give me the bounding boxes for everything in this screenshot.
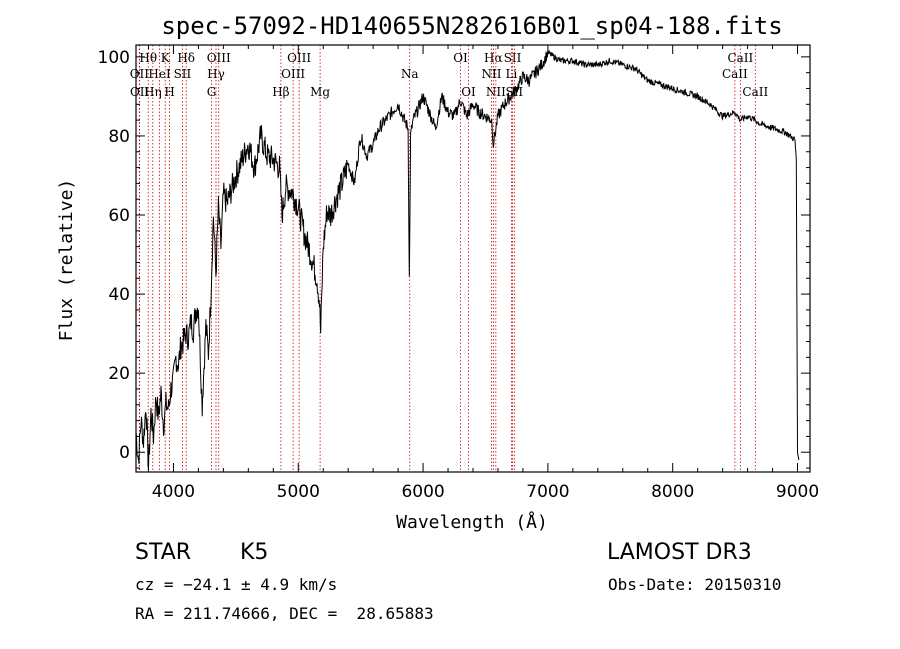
line-marker-label: CaII: [742, 85, 768, 99]
line-marker-label: NII: [486, 85, 506, 99]
observation-date: Obs-Date: 20150310: [608, 575, 782, 594]
line-marker-label: G: [207, 85, 217, 99]
x-tick-label: 9000: [776, 482, 819, 502]
y-tick-label: 20: [108, 364, 130, 384]
line-marker-label: OII: [130, 85, 150, 99]
spectrum-series: [135, 49, 800, 470]
plot-frame: [135, 44, 811, 473]
chart-title: spec-57092-HD140655N282616B01_sp04-188.f…: [161, 12, 782, 40]
line-marker-label: Hθ: [139, 51, 157, 65]
line-marker-label: CaII: [722, 67, 748, 81]
line-marker-label: OIII: [207, 51, 231, 65]
line-marker-label: Hα: [484, 51, 503, 65]
line-marker-label: OI: [453, 51, 468, 65]
coordinates: RA = 211.74666, DEC = 28.65883: [135, 604, 434, 623]
line-marker-label: CaII: [727, 51, 753, 65]
redshift-velocity: cz = −24.1 ± 4.9 km/s: [135, 575, 338, 594]
survey-name: LAMOST DR3: [607, 540, 752, 565]
line-marker-label: H: [164, 85, 174, 99]
line-marker-label: Hγ: [207, 67, 225, 81]
line-marker-label: OI: [461, 85, 476, 99]
y-tick-label: 60: [108, 206, 130, 226]
line-marker-label: NII: [481, 67, 501, 81]
line-marker-label: OIII: [281, 67, 305, 81]
line-marker-label: OIII: [287, 51, 311, 65]
y-tick-label: 100: [98, 48, 130, 68]
line-marker-label: Mg: [310, 85, 330, 99]
x-axis-label: Wavelength (Å): [396, 511, 548, 533]
x-tick-label: 6000: [401, 482, 444, 502]
y-tick-label: 80: [108, 127, 130, 147]
axis-ticks: 4000 5000 6000 7000 8000 9000 0 20 40 60 80 100: [98, 45, 819, 502]
spectrum-line: [135, 49, 800, 470]
object-class: STAR: [135, 540, 192, 565]
x-tick-label: 4000: [152, 482, 195, 502]
x-tick-label: 5000: [277, 482, 320, 502]
x-tick-label: 8000: [651, 482, 694, 502]
y-tick-label: 0: [119, 443, 130, 463]
line-marker-label: Hβ: [272, 85, 289, 99]
y-tick-label: 40: [108, 285, 130, 305]
x-tick-label: 7000: [526, 482, 569, 502]
line-marker-label: HeI: [148, 67, 171, 81]
line-marker-label: K: [161, 51, 171, 65]
line-marker-label: SII: [504, 51, 522, 65]
line-marker-label: Li: [506, 67, 518, 81]
line-marker-label: Na: [401, 67, 419, 81]
y-axis-label: Flux (relative): [56, 179, 77, 342]
object-subclass: K5: [240, 540, 269, 565]
line-marker-label: Hη: [144, 85, 162, 99]
line-marker-label: Hδ: [177, 51, 195, 65]
line-marker-label: SII: [174, 67, 192, 81]
